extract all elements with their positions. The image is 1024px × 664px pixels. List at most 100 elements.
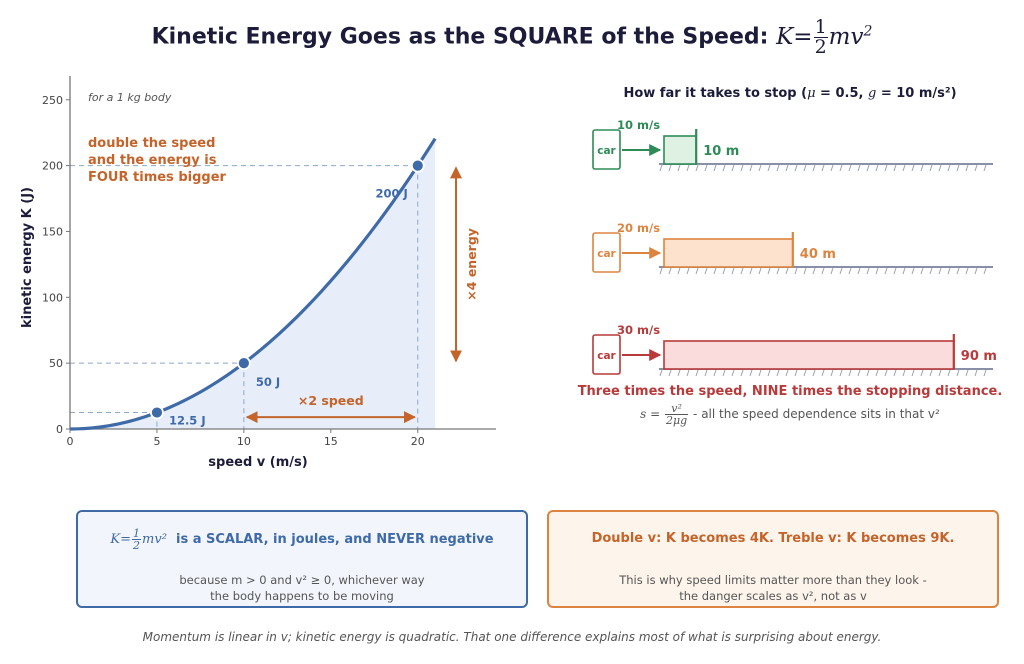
ground-hatch (740, 267, 744, 275)
ground-hatch (713, 164, 717, 172)
formula-num: v² (665, 403, 689, 415)
box-eq-den: 2 (133, 539, 141, 552)
ground-hatch (713, 267, 717, 275)
ground-hatch (677, 267, 681, 275)
ground-hatch (848, 164, 852, 172)
data-label-2: 200 J (375, 187, 407, 201)
ground-hatch (911, 369, 915, 377)
title-eq-num: 1 (813, 16, 828, 38)
ground-hatch (758, 369, 762, 377)
distance-label-1: 40 m (800, 247, 836, 262)
ground-hatch (929, 267, 933, 275)
stopping-heading-mid: = 0.5, (815, 86, 868, 101)
ground-hatch (938, 267, 942, 275)
ground-hatch (767, 267, 771, 275)
ground-hatch (938, 369, 942, 377)
ground-hatch (776, 267, 780, 275)
ground-hatch (794, 369, 798, 377)
ground-hatch (677, 164, 681, 172)
ground-hatch (695, 267, 699, 275)
ground-hatch (704, 164, 708, 172)
chart-annotation-line-0: double the speed (88, 136, 215, 151)
ground-hatch (686, 369, 690, 377)
ground-hatch (803, 369, 807, 377)
car-box-2 (592, 334, 621, 375)
curve-area-fill (70, 138, 436, 430)
ground-hatch (812, 164, 816, 172)
ground-hatch (902, 164, 906, 172)
ground-hatch (893, 369, 897, 377)
scalar-info-head: K= 1 2 mv² is a SCALAR, in joules, and NEVE… (78, 528, 526, 551)
ground-hatch (983, 267, 987, 275)
ground-hatch (722, 164, 726, 172)
ground-hatch (875, 369, 879, 377)
ground-hatch (659, 369, 663, 377)
stopping-heading: How far it takes to stop (μ = 0.5, g = 1… (600, 86, 980, 101)
ground-hatch (866, 164, 870, 172)
ground-hatch (974, 369, 978, 377)
ground-hatch (749, 164, 753, 172)
x-tick-label-0: 0 (67, 435, 74, 448)
chart-note: for a 1 kg body (88, 91, 172, 104)
box-eq-equals: = (120, 532, 132, 547)
ground-hatch (803, 164, 807, 172)
speed-label-1: 20 m/s (617, 221, 660, 235)
ground-hatch (848, 369, 852, 377)
y-axis-label: kinetic energy K (J) (20, 187, 35, 328)
ground-hatch (704, 267, 708, 275)
ground-hatch (668, 164, 672, 172)
ground-hatch (983, 164, 987, 172)
ground-hatch (830, 164, 834, 172)
kinetic-energy-curve (69, 137, 437, 431)
ground-hatch (920, 369, 924, 377)
y-tick-label-50: 50 (49, 357, 63, 370)
ground-hatch (857, 369, 861, 377)
ground-hatch (875, 267, 879, 275)
stopping-formula: s = v² 2μg - all the speed dependence sit… (560, 403, 1020, 426)
car-label-0: car (597, 145, 616, 157)
stopping-heading-pre: How far it takes to stop ( (623, 86, 808, 101)
ground-hatch (830, 369, 834, 377)
ground-hatch (695, 164, 699, 172)
scaling-info-box: Double v: K becomes 4K. Treble v: K beco… (547, 510, 999, 608)
car-box-1 (592, 232, 621, 273)
title-eq-lhs: K (776, 23, 794, 50)
ground-hatch (740, 164, 744, 172)
ground-hatch (983, 369, 987, 377)
title-eq-equals: = (793, 23, 813, 50)
energy-arrow-label: ×4 energy (464, 228, 479, 301)
x-tick-label-10: 10 (237, 435, 251, 448)
ground-hatch (965, 164, 969, 172)
data-label-1: 50 J (256, 375, 280, 389)
ground-hatch (749, 267, 753, 275)
ground-hatch (686, 164, 690, 172)
ground-hatch (785, 164, 789, 172)
ground-hatch (884, 267, 888, 275)
car-label-2: car (597, 350, 616, 362)
ground-hatch (758, 164, 762, 172)
scaling-info-line1: This is why speed limits matter more tha… (619, 573, 927, 587)
ground-hatch (785, 267, 789, 275)
ground-hatch (713, 369, 717, 377)
ground-hatch (659, 164, 663, 172)
ground-hatch (767, 369, 771, 377)
stopping-bar-0 (663, 135, 698, 165)
x-axis-label: speed v (m/s) (208, 455, 307, 470)
formula-fraction: v² 2μg (665, 403, 689, 426)
y-tick-label-150: 150 (42, 225, 63, 238)
title-eq-sup: 2 (863, 22, 873, 39)
scalar-info-sub: because m > 0 and v² ≥ 0, whichever way … (78, 572, 526, 604)
ground-hatch (821, 369, 825, 377)
ground-hatch (929, 164, 933, 172)
title-eq-rhs: mv (828, 23, 864, 50)
ground-hatch (758, 267, 762, 275)
stopping-bar-2 (663, 340, 955, 370)
ground-hatch (740, 369, 744, 377)
ground-hatch (884, 369, 888, 377)
box-eq-rhs: mv² (142, 532, 167, 547)
data-point-0 (150, 405, 164, 420)
scalar-info-line2: the body happens to be moving (210, 589, 394, 603)
speed-label-0: 10 m/s (617, 118, 660, 132)
